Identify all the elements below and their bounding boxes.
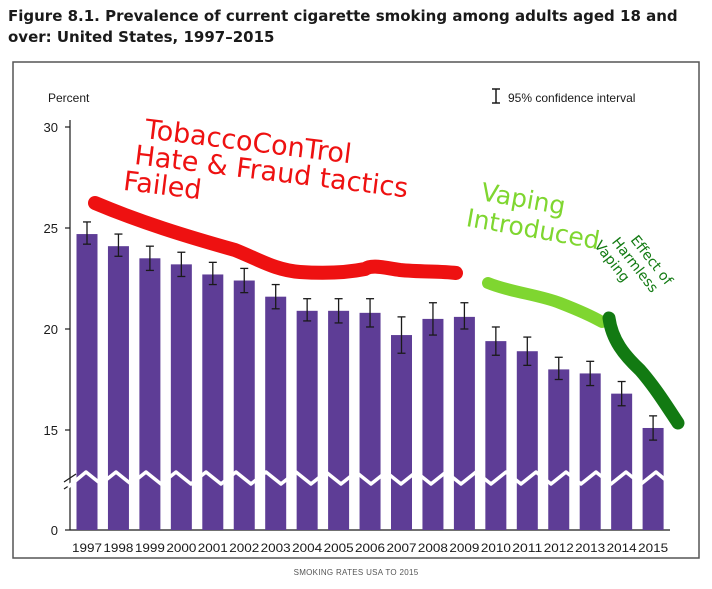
x-tick-label: 2011 [512,541,542,555]
dark-green-stroke [602,311,685,430]
x-tick-label: 2003 [261,541,291,555]
bar-2013 [579,373,601,530]
x-tick-label: 2008 [418,541,448,555]
legend: 95% confidence interval [492,88,635,105]
bar-2007 [391,335,412,530]
bar-2014 [611,393,633,530]
axes: 30 25 20 15 0 [44,120,670,538]
bar-2000 [170,264,192,530]
bar-2005 [328,310,350,530]
bar-2008 [422,318,444,530]
bar-2004 [296,310,318,530]
y-tick-label: 25 [44,221,58,236]
bar-2009 [453,316,475,530]
bar-2010 [485,341,507,530]
x-tick-label: 2013 [575,541,605,555]
x-tick-label: 1999 [135,541,165,555]
x-tick-label: 1998 [103,541,133,555]
x-tick-label: 2004 [292,541,322,555]
x-tick-label: 2007 [387,541,417,555]
x-tick-label: 2001 [198,541,228,555]
figure-title: Figure 8.1. Prevalence of current cigare… [8,7,678,46]
x-tick-label: 2000 [166,541,196,555]
y-tick-label: 0 [51,523,58,538]
x-tick-label: 2012 [544,541,574,555]
bars [76,234,664,530]
y-tick-label: 30 [44,120,58,135]
y-axis-label: Percent [48,91,90,105]
bar-1998 [107,246,129,530]
tobacco-annotation: TobaccoConTrol Hate & Fraud tactics Fail… [122,114,410,206]
chart-frame [12,61,700,559]
footer-caption: SMOKING RATES USA TO 2015 [293,568,419,577]
x-tick-labels: 1997 1998 1999 2000 2001 2002 2003 2004 2005 2006… [72,541,668,555]
vaping-annotation: Vaping Introduced [464,177,602,255]
bar-2015 [642,427,664,530]
x-tick-label: 2010 [481,541,511,555]
bar-1997 [76,234,98,530]
bar-2002 [233,280,255,530]
bar-2001 [202,274,224,530]
bar-2011 [516,351,538,530]
bar-2003 [265,296,287,530]
x-tick-label: 2005 [324,541,354,555]
y-tick-label: 15 [44,423,58,438]
x-tick-label: 2009 [449,541,479,555]
error-bars [83,221,658,441]
bar-2006 [359,312,381,530]
legend-label: 95% confidence interval [508,91,635,105]
light-green-stroke [482,277,608,328]
x-tick-label: 2002 [229,541,259,555]
axis-break-zigzag [66,470,670,489]
x-tick-label: 2014 [607,541,637,555]
bar-1999 [139,258,161,530]
x-tick-label: 1997 [72,541,102,555]
x-tick-label: 2006 [355,541,385,555]
x-tick-label: 2015 [638,541,668,555]
effect-annotation: Effect of Harmless Vaping [591,233,676,296]
red-trend-stroke [88,196,463,280]
bar-2012 [548,369,570,530]
y-tick-label: 20 [44,322,58,337]
